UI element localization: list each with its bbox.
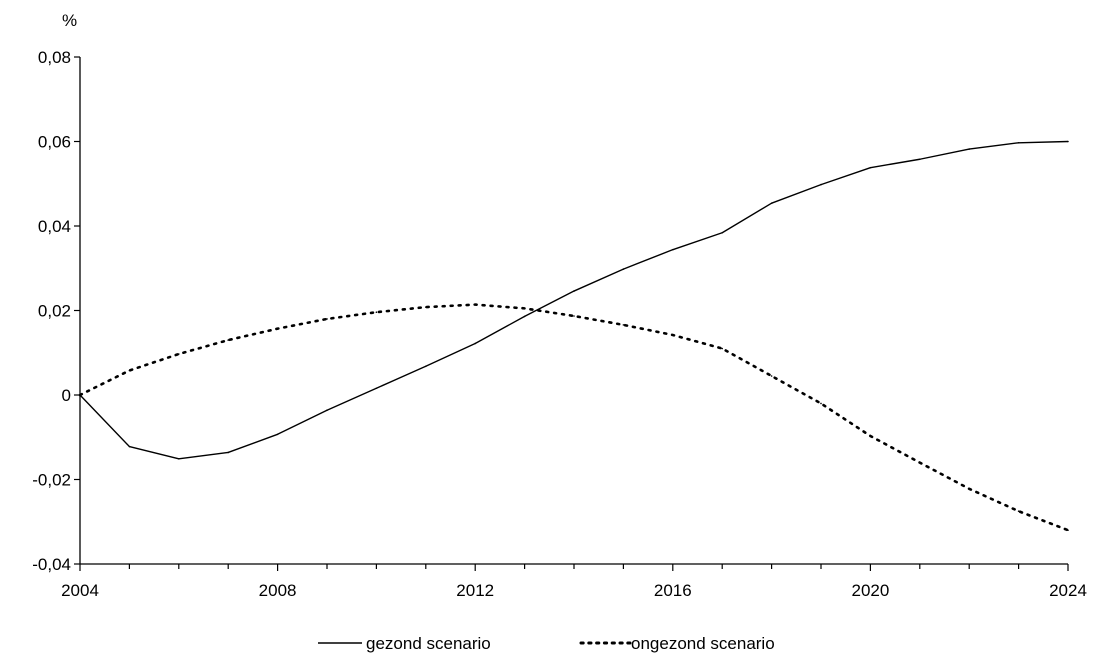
data-point-gezond-scenario bbox=[474, 342, 477, 345]
data-point-gezond-scenario bbox=[919, 158, 921, 161]
legend-label-ongezond: ongezond scenario bbox=[631, 634, 775, 653]
data-point-gezond-scenario bbox=[178, 458, 180, 460]
data-point-ongezond-scenario bbox=[375, 311, 378, 313]
data-point-ongezond-scenario bbox=[79, 394, 81, 396]
data-point-gezond-scenario bbox=[425, 365, 427, 368]
data-point-ongezond-scenario bbox=[622, 324, 625, 326]
y-tick-label: 0,04 bbox=[38, 217, 71, 236]
data-point-ongezond-scenario bbox=[178, 353, 180, 355]
series-line-gezond-scenario bbox=[79, 140, 1069, 460]
tick-marks bbox=[74, 56, 1069, 571]
data-point-gezond-scenario bbox=[128, 445, 131, 448]
data-point-gezond-scenario bbox=[523, 315, 526, 318]
y-tick-label: 0 bbox=[62, 386, 71, 405]
data-point-ongezond-scenario bbox=[573, 315, 575, 317]
y-tick-label: 0,02 bbox=[38, 302, 71, 321]
data-point-gezond-scenario bbox=[276, 433, 279, 436]
y-tick-label: 0,08 bbox=[38, 48, 71, 67]
data-point-ongezond-scenario bbox=[1067, 529, 1069, 531]
data-point-ongezond-scenario bbox=[1017, 510, 1020, 512]
data-point-gezond-scenario bbox=[721, 231, 723, 234]
data-point-gezond-scenario bbox=[622, 268, 625, 270]
x-tick-label: 2008 bbox=[259, 581, 297, 600]
data-point-ongezond-scenario bbox=[425, 306, 427, 308]
data-point-ongezond-scenario bbox=[770, 375, 773, 377]
series-lines bbox=[78, 140, 1070, 532]
tick-labels: -0,04 -0,02 0 0,02 0,04 0,06 0,08 2004 2008 2012 2… bbox=[32, 48, 1087, 600]
data-point-ongezond-scenario bbox=[968, 487, 970, 490]
data-point-gezond-scenario bbox=[227, 451, 229, 454]
data-point-gezond-scenario bbox=[1017, 141, 1020, 144]
axes bbox=[79, 57, 1068, 565]
x-tick-label: 2016 bbox=[654, 581, 692, 600]
data-point-ongezond-scenario bbox=[672, 334, 674, 336]
data-point-ongezond-scenario bbox=[326, 318, 328, 320]
data-point-gezond-scenario bbox=[375, 387, 378, 390]
legend-label-gezond: gezond scenario bbox=[366, 634, 491, 653]
y-tick-label: -0,04 bbox=[32, 555, 71, 574]
data-point-gezond-scenario bbox=[573, 290, 575, 292]
data-point-gezond-scenario bbox=[1067, 140, 1069, 143]
data-point-gezond-scenario bbox=[326, 409, 328, 412]
x-tick-label: 2024 bbox=[1049, 581, 1087, 600]
data-point-ongezond-scenario bbox=[869, 435, 872, 437]
data-point-gezond-scenario bbox=[968, 148, 970, 150]
data-point-ongezond-scenario bbox=[820, 402, 822, 405]
x-tick-label: 2020 bbox=[851, 581, 889, 600]
x-tick-label: 2004 bbox=[61, 581, 99, 600]
data-point-gezond-scenario bbox=[820, 183, 822, 186]
data-point-ongezond-scenario bbox=[276, 327, 279, 330]
y-tick-label: 0,06 bbox=[38, 133, 71, 152]
data-point-ongezond-scenario bbox=[128, 369, 131, 372]
legend: gezond scenario ongezond scenario bbox=[318, 634, 775, 653]
y-tick-label: -0,02 bbox=[32, 471, 71, 490]
y-axis-unit-label: % bbox=[62, 11, 77, 30]
data-point-ongezond-scenario bbox=[523, 307, 526, 310]
data-point-ongezond-scenario bbox=[474, 303, 477, 306]
data-point-gezond-scenario bbox=[869, 166, 872, 169]
data-point-ongezond-scenario bbox=[919, 461, 921, 464]
data-point-ongezond-scenario bbox=[721, 347, 723, 350]
x-tick-label: 2012 bbox=[456, 581, 494, 600]
data-point-gezond-scenario bbox=[672, 248, 674, 251]
data-point-gezond-scenario bbox=[770, 202, 773, 204]
series-line-ongezond-scenario bbox=[78, 303, 1070, 532]
data-point-ongezond-scenario bbox=[227, 339, 229, 341]
